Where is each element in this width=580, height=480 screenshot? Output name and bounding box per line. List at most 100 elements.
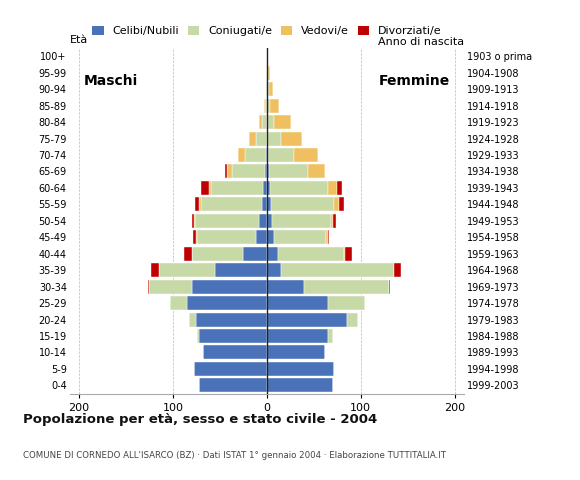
Bar bbox=[268, 66, 270, 80]
Bar bbox=[263, 181, 267, 195]
Bar bbox=[226, 165, 227, 179]
Bar bbox=[267, 197, 270, 211]
Bar bbox=[270, 197, 335, 211]
Bar bbox=[262, 115, 267, 129]
Bar bbox=[267, 346, 325, 360]
Bar bbox=[328, 230, 329, 244]
Bar bbox=[232, 165, 265, 179]
Bar bbox=[274, 115, 291, 129]
Bar bbox=[264, 98, 265, 113]
Bar bbox=[244, 247, 267, 261]
Bar bbox=[259, 115, 262, 129]
Bar bbox=[394, 263, 401, 277]
Bar bbox=[195, 197, 199, 211]
Bar bbox=[265, 98, 267, 113]
Bar bbox=[267, 132, 281, 145]
Bar bbox=[269, 165, 308, 179]
Bar bbox=[148, 280, 150, 294]
Bar bbox=[199, 378, 267, 392]
Bar bbox=[201, 181, 209, 195]
Bar bbox=[345, 247, 352, 261]
Bar bbox=[389, 280, 390, 294]
Bar bbox=[201, 197, 262, 211]
Bar bbox=[278, 247, 344, 261]
Bar bbox=[281, 132, 302, 145]
Text: Popolazione per età, sesso e stato civile - 2004: Popolazione per età, sesso e stato civil… bbox=[23, 413, 378, 426]
Bar bbox=[227, 165, 232, 179]
Bar bbox=[245, 148, 266, 162]
Bar bbox=[337, 181, 342, 195]
Bar bbox=[191, 280, 267, 294]
Bar bbox=[334, 214, 336, 228]
Bar bbox=[259, 214, 267, 228]
Text: Anno di nascita: Anno di nascita bbox=[378, 37, 464, 48]
Bar bbox=[270, 98, 279, 113]
Bar bbox=[267, 378, 332, 392]
Bar bbox=[197, 230, 256, 244]
Bar bbox=[267, 312, 347, 326]
Bar bbox=[335, 197, 339, 211]
Bar bbox=[194, 214, 195, 228]
Bar bbox=[267, 280, 304, 294]
Bar bbox=[211, 181, 263, 195]
Bar bbox=[267, 181, 270, 195]
Bar bbox=[194, 362, 267, 376]
Bar bbox=[328, 296, 365, 310]
Bar bbox=[265, 165, 267, 179]
Text: Età: Età bbox=[70, 35, 88, 45]
Bar bbox=[268, 148, 294, 162]
Bar bbox=[267, 82, 269, 96]
Bar bbox=[267, 98, 270, 113]
Bar bbox=[266, 148, 267, 162]
Bar bbox=[170, 296, 187, 310]
Bar bbox=[209, 181, 211, 195]
Bar bbox=[267, 214, 273, 228]
Bar bbox=[267, 247, 278, 261]
Bar bbox=[151, 263, 159, 277]
Bar bbox=[267, 165, 269, 179]
Bar bbox=[249, 132, 256, 145]
Bar bbox=[267, 66, 268, 80]
Bar bbox=[199, 197, 201, 211]
Bar bbox=[347, 312, 358, 326]
Bar bbox=[267, 115, 274, 129]
Bar bbox=[150, 280, 191, 294]
Bar bbox=[331, 214, 333, 228]
Bar bbox=[339, 197, 344, 211]
Bar bbox=[308, 165, 325, 179]
Bar bbox=[304, 280, 389, 294]
Bar bbox=[267, 329, 328, 343]
Bar bbox=[256, 230, 267, 244]
Bar bbox=[267, 230, 274, 244]
Bar bbox=[267, 296, 328, 310]
Bar bbox=[197, 329, 199, 343]
Bar bbox=[238, 148, 245, 162]
Bar bbox=[159, 263, 215, 277]
Bar bbox=[197, 312, 267, 326]
Bar bbox=[267, 263, 281, 277]
Bar bbox=[328, 329, 332, 343]
Bar bbox=[184, 247, 191, 261]
Bar bbox=[215, 263, 267, 277]
Legend: Celibi/Nubili, Coniugati/e, Vedovi/e, Divorziati/e: Celibi/Nubili, Coniugati/e, Vedovi/e, Di… bbox=[92, 26, 441, 36]
Text: Maschi: Maschi bbox=[84, 74, 138, 88]
Bar bbox=[187, 296, 267, 310]
Bar bbox=[193, 230, 197, 244]
Bar bbox=[189, 312, 197, 326]
Bar bbox=[191, 247, 244, 261]
Bar bbox=[326, 230, 328, 244]
Bar bbox=[191, 214, 194, 228]
Bar bbox=[195, 214, 259, 228]
Bar bbox=[267, 148, 268, 162]
Bar bbox=[262, 197, 267, 211]
Bar bbox=[203, 346, 267, 360]
Bar bbox=[274, 230, 326, 244]
Bar bbox=[273, 214, 331, 228]
Bar bbox=[199, 329, 267, 343]
Bar bbox=[294, 148, 317, 162]
Bar bbox=[281, 263, 394, 277]
Bar bbox=[328, 181, 337, 195]
Bar bbox=[256, 132, 267, 145]
Bar bbox=[344, 247, 345, 261]
Bar bbox=[269, 82, 273, 96]
